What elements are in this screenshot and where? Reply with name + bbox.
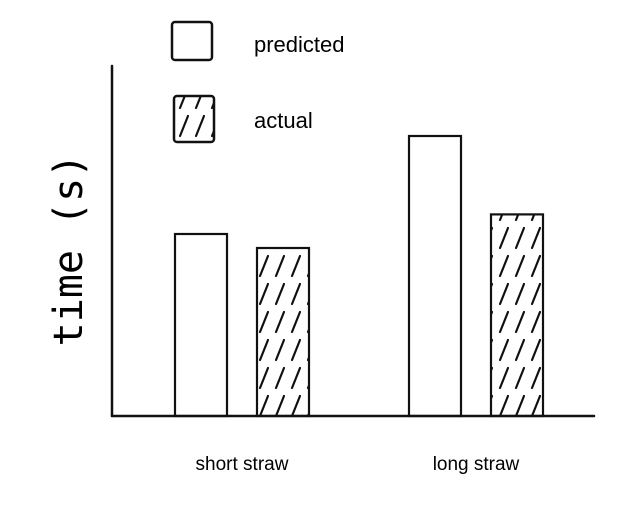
legend: predicted actual: [170, 20, 345, 144]
bar-actual-long-straw: [489, 213, 545, 418]
legend-swatch-predicted: [170, 20, 214, 62]
legend-label-actual: actual: [254, 108, 313, 133]
bar-actual-short-straw: [255, 246, 311, 418]
category-labels: short straw long straw: [196, 454, 520, 475]
category-label-short-straw: short straw: [196, 454, 289, 475]
legend-label-predicted: predicted: [254, 32, 345, 57]
bars: [173, 134, 545, 418]
category-label-long-straw: long straw: [433, 454, 520, 475]
bar-predicted-short-straw: [173, 232, 229, 418]
bar-predicted-long-straw: [407, 134, 463, 418]
legend-swatch-actual: [172, 94, 216, 144]
y-axis-title: time (s): [46, 154, 92, 347]
